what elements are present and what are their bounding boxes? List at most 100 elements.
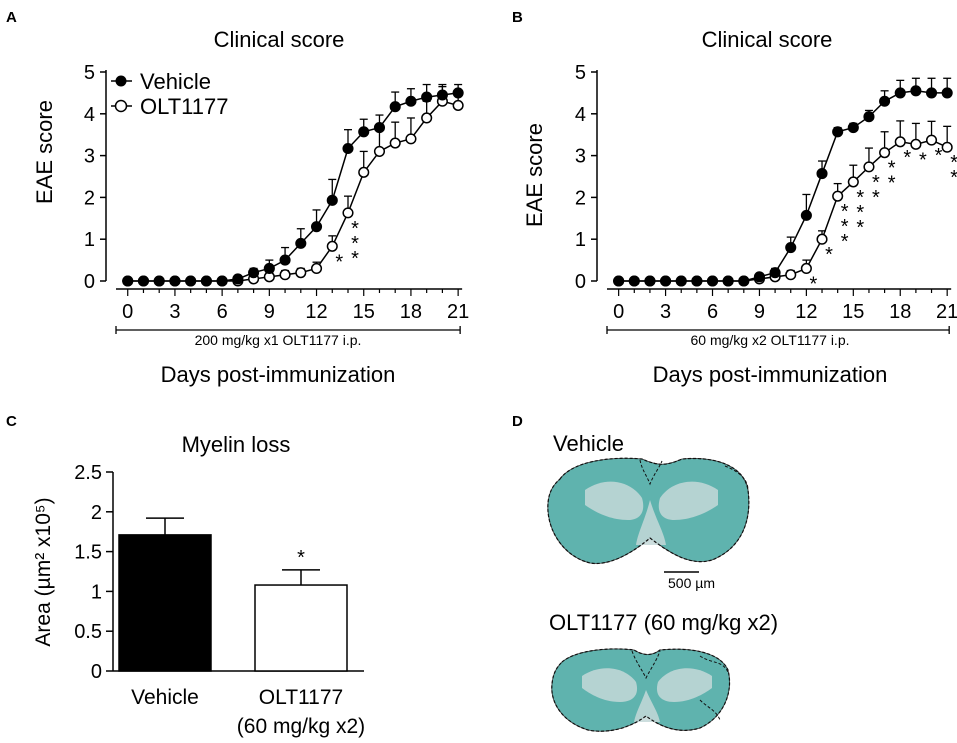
panel-b-point-vehicle	[847, 122, 859, 134]
panel-c-bar-olt1177	[254, 584, 348, 672]
panel-b-point-olt1177	[941, 141, 953, 153]
panel-a-x-tick-label: 0	[122, 301, 133, 323]
panel-b-x-tick-label: 3	[660, 301, 671, 323]
panel-letter-b: B	[512, 9, 523, 26]
panel-a-point-vehicle	[216, 275, 228, 287]
panel-b-point-olt1177	[816, 233, 828, 245]
panel-a-point-vehicle	[169, 275, 181, 287]
legend-vehicle-label: Vehicle	[140, 69, 211, 94]
panel-b-point-vehicle	[816, 168, 828, 180]
panel-b-y-tick-label: 5	[575, 62, 586, 84]
panel-a-point-vehicle	[248, 267, 260, 279]
panel-b-point-vehicle	[660, 275, 672, 287]
panel-b-treatment-label: 60 mg/kg x2 OLT1177 i.p.	[690, 332, 849, 348]
panel-b-point-vehicle	[644, 275, 656, 287]
panel-a-point-vehicle	[421, 91, 433, 103]
panel-a-point-olt1177	[310, 262, 323, 275]
panel-a-y-tick-label: 1	[84, 229, 95, 251]
panel-d-histology: Vehicle 500 µm OLT1177 (60 mg/kg x2)	[547, 431, 778, 732]
panel-a-point-olt1177	[279, 269, 291, 281]
panel-a-y-tick-label: 0	[84, 271, 95, 293]
panel-c-y-tick-label: 0	[91, 661, 102, 683]
panel-a-point-vehicle	[452, 87, 464, 99]
panel-b-significance-asterisk: *	[935, 145, 943, 167]
panel-b-significance-asterisk: *	[950, 167, 957, 189]
legend-olt1177-marker	[114, 99, 128, 113]
panel-c-bar-chart: Myelin loss Area (µm² x10⁵) 0 0.5 1 1.5 2 2.5…	[32, 432, 365, 738]
panel-a-x-tick-label: 6	[217, 301, 228, 323]
panel-a-x-tick-label: 12	[305, 301, 327, 323]
panel-b-point-vehicle	[706, 275, 719, 287]
panel-a-point-olt1177	[405, 133, 417, 145]
histology-olt1177-label: OLT1177 (60 mg/kg x2)	[549, 610, 778, 635]
panel-b-significance-asterisk: *	[841, 231, 849, 253]
panel-b-point-vehicle	[910, 85, 922, 97]
panel-b-x-tick-label: 15	[842, 301, 864, 323]
panel-a-point-vehicle	[185, 275, 197, 287]
panel-b-y-axis-label: EAE score	[522, 123, 547, 227]
panel-a-point-vehicle	[122, 275, 134, 287]
panel-a-point-vehicle	[358, 126, 370, 138]
panel-b-x-tick-label: 18	[889, 301, 911, 323]
panel-b-point-olt1177	[800, 262, 812, 275]
panel-b-y-tick-label: 0	[575, 271, 586, 293]
panel-a-significance-asterisk: *	[351, 248, 359, 270]
panel-c-y-tick-label: 1.5	[74, 542, 102, 564]
panel-a-point-vehicle	[279, 254, 291, 266]
panel-b-point-vehicle	[722, 275, 734, 287]
panel-a-series-olt1177-line	[127, 100, 459, 282]
panel-a-y-tick-label: 2	[84, 187, 95, 209]
panel-b-point-vehicle	[628, 275, 640, 287]
panel-b-significance-asterisk: *	[903, 147, 911, 169]
panel-c-bar-vehicle	[118, 534, 212, 672]
histology-vehicle-label: Vehicle	[553, 431, 624, 456]
panel-b-x-tick-label: 9	[754, 301, 765, 323]
panel-b-significance-asterisk: *	[841, 201, 849, 223]
panel-b-x-tick-label: 21	[936, 301, 957, 323]
panel-b-point-vehicle	[691, 275, 703, 287]
panel-a-point-vehicle	[405, 95, 417, 107]
panel-b-significance-asterisk: *	[856, 217, 864, 239]
panel-b-point-olt1177	[925, 134, 938, 146]
panel-b-significance-asterisk: *	[872, 187, 880, 209]
panel-b-significance-asterisk: *	[872, 172, 880, 194]
scale-bar-label: 500 µm	[668, 575, 715, 591]
panel-a-point-vehicle	[153, 275, 165, 287]
panel-b-point-vehicle	[738, 275, 750, 287]
panel-b-point-olt1177	[785, 269, 797, 281]
panel-c-category-label: (60 mg/kg x2)	[237, 715, 365, 738]
panel-b-point-olt1177	[832, 190, 844, 202]
spinal-cord-section-vehicle	[547, 457, 750, 565]
panel-a-point-vehicle	[310, 221, 323, 233]
panel-c-significance-asterisk: *	[297, 547, 305, 569]
panel-a-point-olt1177	[373, 145, 386, 157]
panel-b-title: Clinical score	[702, 27, 833, 52]
panel-a-point-olt1177	[295, 267, 307, 279]
panel-a-point-vehicle	[263, 262, 275, 275]
panel-a-point-olt1177	[358, 166, 370, 178]
panel-a-x-tick-label: 15	[353, 301, 375, 323]
panel-c-y-tick-label: 1	[91, 581, 102, 603]
panel-a-title: Clinical score	[214, 27, 345, 52]
panel-b-x-tick-label: 12	[795, 301, 817, 323]
panel-c-category-label: OLT1177	[259, 686, 343, 709]
panel-a-x-tick-label: 18	[400, 301, 422, 323]
panel-c-category-label: Vehicle	[131, 686, 199, 709]
panel-b-point-vehicle	[879, 95, 891, 107]
panel-a-point-vehicle	[342, 142, 354, 155]
legend-vehicle-marker	[115, 75, 127, 87]
panel-b-point-vehicle	[832, 126, 844, 138]
panel-b-point-olt1177	[847, 176, 859, 188]
panel-b-y-tick-label: 1	[575, 229, 586, 251]
panel-a-significance-asterisk: *	[351, 218, 359, 240]
panel-b-point-vehicle	[753, 271, 765, 283]
panel-b-point-olt1177	[863, 161, 875, 173]
panel-a-series-vehicle-line	[127, 92, 459, 282]
panel-b-point-vehicle	[863, 111, 875, 123]
panel-a-point-vehicle	[373, 122, 386, 134]
panel-b-point-vehicle	[925, 87, 938, 99]
panel-b-point-vehicle	[894, 87, 906, 99]
